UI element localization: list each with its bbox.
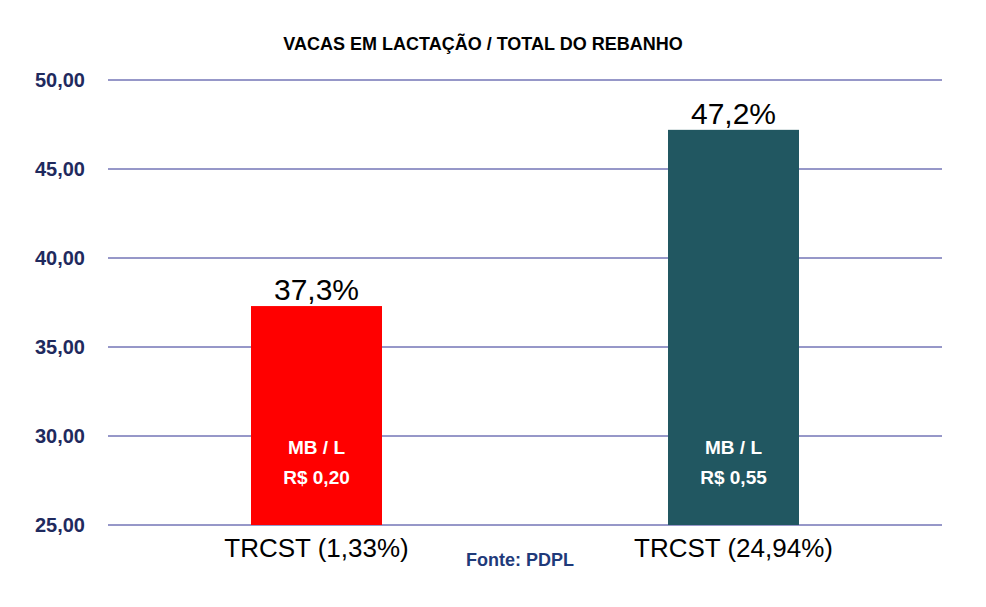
bar <box>251 306 382 525</box>
grid-line <box>108 436 942 437</box>
source-note: Fonte: PDPL <box>466 550 574 570</box>
bar-note: MB / L <box>705 437 762 458</box>
chart-title: VACAS EM LACTAÇÃO / TOTAL DO REBANHO <box>283 33 682 54</box>
y-tick-label: 30,00 <box>35 425 85 447</box>
y-tick-label: 35,00 <box>35 336 85 358</box>
chart-container: VACAS EM LACTAÇÃO / TOTAL DO REBANHO 25,0… <box>0 0 986 607</box>
data-label: 47,2% <box>691 97 776 130</box>
y-tick-label: 25,00 <box>35 514 85 536</box>
x-tick-label: TRCST (1,33%) <box>224 533 408 563</box>
grid-line <box>108 80 942 81</box>
grid-line <box>108 258 942 259</box>
chart-svg: VACAS EM LACTAÇÃO / TOTAL DO REBANHO 25,0… <box>0 0 986 607</box>
bar-note: R$ 0,20 <box>283 467 350 488</box>
grid-line <box>108 347 942 348</box>
grid-line <box>108 169 942 170</box>
y-tick-label: 45,00 <box>35 158 85 180</box>
bars <box>251 130 799 525</box>
x-tick-label: TRCST (24,94%) <box>634 533 833 563</box>
bar <box>668 130 799 525</box>
y-tick-label: 40,00 <box>35 247 85 269</box>
bar-note: R$ 0,55 <box>700 467 767 488</box>
y-tick-label: 50,00 <box>35 69 85 91</box>
data-label: 37,3% <box>274 273 359 306</box>
bar-note: MB / L <box>288 437 345 458</box>
grid-line <box>108 525 942 526</box>
